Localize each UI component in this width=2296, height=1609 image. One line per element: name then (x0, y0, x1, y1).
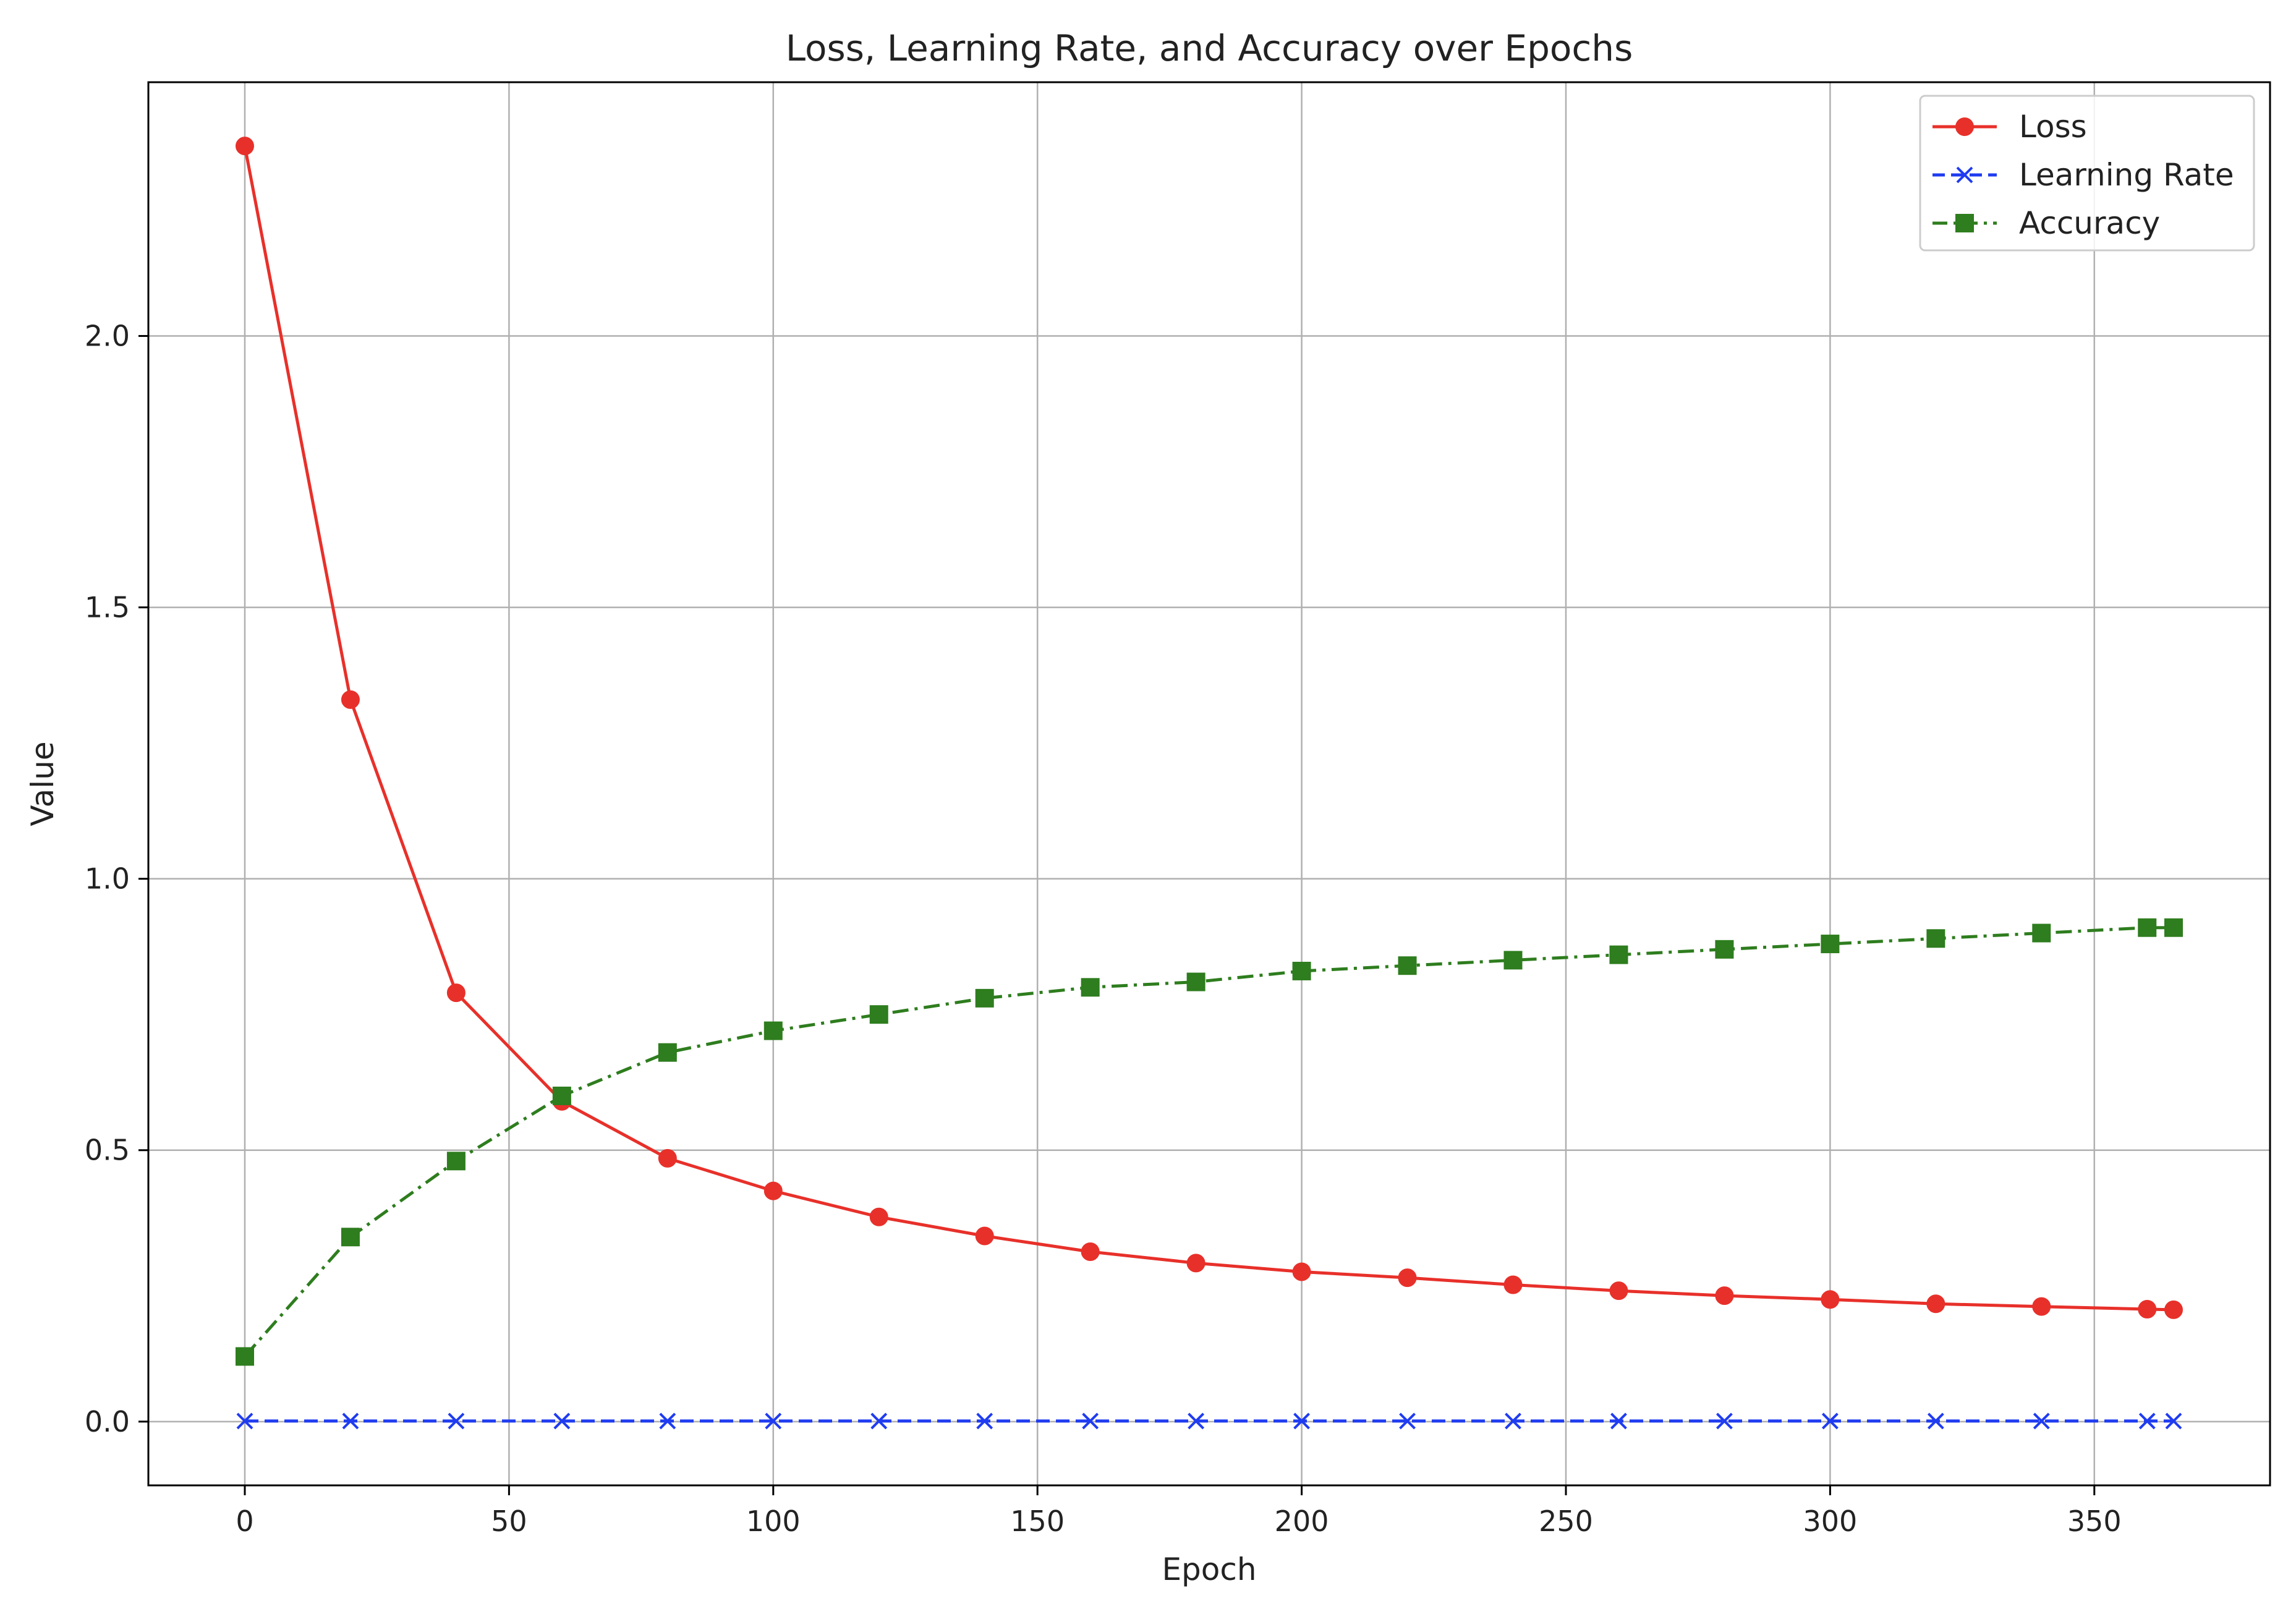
y-axis-ticks: 0.0 0.5 1.0 1.5 2.0 (85, 320, 148, 1438)
learning-rate-point (342, 1412, 359, 1430)
legend-box (1919, 95, 2255, 252)
loss-point (763, 1181, 783, 1200)
loss-point (1821, 1290, 1840, 1309)
learning-rate-point (553, 1412, 571, 1430)
legend-label: Loss (2019, 109, 2087, 145)
legend-accuracy-point (1955, 214, 1974, 232)
legend-item-accuracy: Accuracy (1932, 205, 2160, 241)
x-tick-label: 100 (746, 1505, 801, 1538)
loss-point (1292, 1262, 1311, 1281)
plot-frame (147, 81, 2271, 1487)
accuracy-point (2138, 918, 2157, 937)
learning-rate-point (765, 1412, 782, 1430)
legend-learning-rate-point (1956, 166, 1973, 184)
x-tick-label: 350 (2067, 1505, 2122, 1538)
accuracy-point (763, 1021, 783, 1040)
accuracy-point (1292, 961, 1311, 980)
loss-point (1609, 1281, 1628, 1301)
series-layer (236, 137, 2183, 1430)
accuracy-point (341, 1228, 360, 1247)
accuracy-point (236, 1347, 254, 1366)
loss-point (1926, 1294, 1945, 1314)
x-axis-ticks: 0 50 100 150 200 250 300 350 (236, 1485, 2122, 1538)
legend: Loss Learning Rate Accuracy (1919, 95, 2255, 252)
learning-rate-point (1821, 1412, 1839, 1430)
learning-rate-point (2165, 1412, 2182, 1430)
loss-point (1081, 1242, 1100, 1261)
learning-rate-point (1610, 1412, 1627, 1430)
x-tick-label: 250 (1539, 1505, 1593, 1538)
accuracy-point (552, 1086, 571, 1105)
chart-title: Loss, Learning Rate, and Accuracy over E… (786, 27, 1633, 69)
learning-rate-point (659, 1412, 676, 1430)
loss-point (975, 1226, 994, 1246)
x-tick-label: 0 (236, 1505, 253, 1538)
learning-rate-series (236, 1412, 2182, 1430)
y-tick-label: 2.0 (85, 320, 130, 353)
accuracy-point (1186, 972, 1205, 991)
learning-rate-point (1293, 1412, 1311, 1430)
accuracy-point (1715, 940, 1734, 959)
loss-point (1503, 1275, 1523, 1294)
x-tick-label: 50 (491, 1505, 527, 1538)
legend-label: Learning Rate (2019, 157, 2234, 193)
learning-rate-point (2138, 1412, 2156, 1430)
x-tick-label: 200 (1275, 1505, 1329, 1538)
y-tick-label: 1.0 (85, 862, 130, 896)
learning-rate-point (870, 1412, 888, 1430)
learning-rate-point (1505, 1412, 1521, 1430)
loss-point (2032, 1297, 2051, 1316)
accuracy-point (1926, 929, 1945, 948)
accuracy-point (1503, 951, 1523, 970)
loss-point (658, 1148, 677, 1168)
loss-point (1715, 1286, 1734, 1305)
learning-rate-point (2033, 1412, 2050, 1430)
accuracy-point (975, 988, 994, 1008)
legend-loss-point (1955, 117, 1974, 136)
y-tick-label: 0.5 (85, 1134, 130, 1167)
accuracy-point (446, 1152, 466, 1171)
accuracy-line (244, 926, 2174, 1358)
accuracy-point (2032, 923, 2051, 943)
accuracy-point (869, 1005, 888, 1024)
loss-series (236, 137, 2183, 1319)
loss-point (2138, 1300, 2157, 1319)
learning-rate-point (976, 1412, 993, 1430)
accuracy-series (236, 918, 2183, 1366)
y-tick-label: 1.5 (85, 591, 130, 624)
accuracy-point (2164, 918, 2183, 937)
y-tick-label: 0.0 (85, 1405, 130, 1438)
loss-line (243, 145, 2174, 1312)
loss-point (869, 1207, 888, 1226)
learning-rate-point (236, 1412, 253, 1430)
loss-point (236, 137, 254, 156)
accuracy-point (658, 1043, 677, 1062)
learning-rate-point (1188, 1412, 1205, 1430)
learning-rate-point (1927, 1412, 1944, 1430)
loss-point (446, 983, 466, 1003)
learning-rate-point (1399, 1412, 1416, 1430)
x-tick-label: 300 (1803, 1505, 1857, 1538)
loss-point (2164, 1300, 2183, 1319)
accuracy-point (1398, 956, 1417, 975)
accuracy-point (1609, 945, 1628, 964)
accuracy-point (1821, 935, 1840, 954)
x-tick-label: 150 (1010, 1505, 1065, 1538)
learning-rate-point (1716, 1412, 1733, 1430)
learning-rate-point (1082, 1412, 1099, 1430)
learning-rate-point (448, 1412, 465, 1430)
x-axis-label: Epoch (1162, 1552, 1256, 1587)
legend-label: Accuracy (2019, 205, 2160, 241)
loss-point (341, 690, 360, 709)
y-axis-label: Value (25, 741, 61, 826)
loss-point (1186, 1254, 1205, 1273)
legend-item-loss: Loss (1932, 109, 2087, 145)
legend-item-learning-rate: Learning Rate (1932, 157, 2234, 193)
accuracy-point (1081, 978, 1100, 997)
loss-point (1398, 1268, 1417, 1288)
